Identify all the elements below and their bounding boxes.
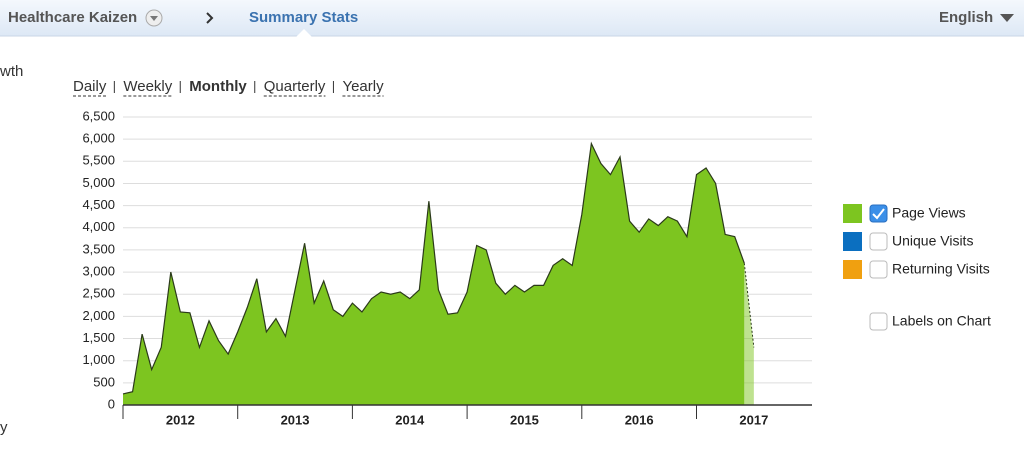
legend-swatch bbox=[843, 204, 862, 223]
x-tick-label: 2013 bbox=[281, 412, 310, 427]
area bbox=[123, 143, 745, 406]
x-tick-label: 2014 bbox=[395, 412, 425, 427]
page-name[interactable]: Summary Stats bbox=[249, 9, 358, 26]
period-tab[interactable]: Daily bbox=[73, 78, 107, 95]
y-tick-label: 1,500 bbox=[82, 330, 115, 345]
y-tick-label: 5,500 bbox=[82, 153, 115, 168]
legend-label: Page Views bbox=[892, 205, 966, 221]
y-tick-label: 1,000 bbox=[82, 352, 115, 367]
side-text: y bbox=[0, 419, 8, 436]
period-tab[interactable]: Quarterly bbox=[264, 78, 326, 95]
y-tick-label: 3,500 bbox=[82, 241, 115, 256]
y-tick-label: 3,000 bbox=[82, 264, 115, 279]
period-tab[interactable]: Weekly bbox=[123, 78, 172, 95]
breadcrumb-arrow bbox=[206, 12, 214, 24]
y-tick-label: 6,000 bbox=[82, 131, 115, 146]
x-tick-label: 2015 bbox=[510, 412, 539, 427]
area-line bbox=[122, 141, 745, 395]
legend-label: Returning Visits bbox=[892, 261, 990, 277]
plot: 0 500 1,000 1,500 2,000 2,500 3,000 3,500 4,000 4… bbox=[82, 108, 812, 427]
period-tabs: Daily Weekly Monthly Quarterly Yearly bbox=[73, 78, 384, 97]
legend-label: Unique Visits bbox=[892, 233, 973, 249]
y-tick-label: 5,000 bbox=[82, 175, 115, 190]
legend: Page Views Unique Visits Returning Visits L… bbox=[843, 204, 991, 331]
period-tab[interactable]: Monthly bbox=[189, 78, 247, 95]
y-tick-label: 2,000 bbox=[82, 308, 115, 323]
y-tick-label: 4,000 bbox=[82, 219, 115, 234]
y-tick-label: 0 bbox=[108, 396, 115, 411]
x-tick-label: 2017 bbox=[739, 412, 768, 427]
legend-swatch bbox=[843, 260, 862, 279]
site-name[interactable]: Healthcare Kaizen bbox=[8, 9, 137, 26]
y-tick-label: 4,500 bbox=[82, 197, 115, 212]
period-tab[interactable]: Yearly bbox=[342, 78, 384, 95]
checkbox[interactable] bbox=[869, 232, 888, 251]
projected-area bbox=[744, 263, 754, 405]
x-tick-label: 2016 bbox=[625, 412, 654, 427]
checkbox[interactable] bbox=[869, 260, 888, 279]
option-label: Labels on Chart bbox=[892, 313, 991, 329]
x-tick-label: 2012 bbox=[166, 412, 195, 427]
language[interactable]: English bbox=[939, 9, 993, 26]
page-pointer bbox=[296, 29, 312, 37]
check-mark bbox=[872, 208, 885, 220]
dropdown-arrow bbox=[150, 16, 158, 21]
checkbox[interactable] bbox=[869, 312, 888, 331]
y-tick-label: 2,500 bbox=[82, 286, 115, 301]
legend-swatch bbox=[843, 232, 862, 251]
checkbox[interactable] bbox=[869, 204, 888, 223]
language-arrow bbox=[1000, 14, 1014, 22]
side-text: wth bbox=[0, 63, 23, 80]
y-tick-label: 500 bbox=[93, 374, 115, 389]
y-tick-label: 6,500 bbox=[82, 108, 115, 123]
header-bar bbox=[0, 0, 1024, 36]
